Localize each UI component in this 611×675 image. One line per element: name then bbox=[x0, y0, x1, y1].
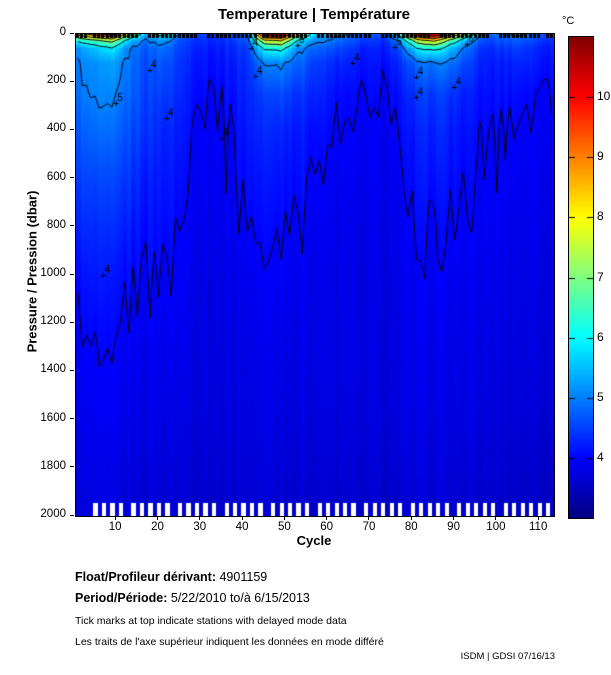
y-tick-mark bbox=[70, 177, 74, 179]
colorbar-tick-label: 9 bbox=[597, 149, 604, 164]
x-tick-label: 30 bbox=[193, 521, 207, 533]
x-axis-label: Cycle bbox=[296, 533, 332, 548]
y-tick-label: 2000 bbox=[40, 508, 66, 520]
provenance-stamp: ISDM | GDSI 07/16/13 bbox=[460, 651, 555, 662]
x-tick-mark bbox=[283, 516, 285, 520]
x-tick-label: 80 bbox=[404, 521, 418, 533]
y-tick-mark bbox=[70, 128, 74, 130]
temperature-heatmap-canvas bbox=[75, 33, 555, 517]
x-tick-label: 70 bbox=[362, 521, 376, 533]
y-tick-label: 600 bbox=[46, 170, 66, 183]
x-tick-mark bbox=[453, 516, 455, 520]
y-tick-label: 1000 bbox=[40, 267, 66, 279]
period-label: Period/Période: bbox=[75, 591, 168, 605]
colorbar-tick-label: 5 bbox=[597, 389, 604, 404]
y-tick-label: 800 bbox=[46, 218, 66, 231]
y-tick-label: 1800 bbox=[40, 459, 66, 472]
y-tick-mark bbox=[70, 369, 74, 371]
y-tick-mark bbox=[70, 514, 74, 516]
delayed-mode-note-en: Tick marks at top indicate stations with… bbox=[75, 615, 347, 627]
y-tick-mark bbox=[70, 273, 74, 275]
x-tick-label: 110 bbox=[529, 521, 548, 533]
x-tick-mark bbox=[241, 516, 243, 520]
colorbar-tick-label: 10 bbox=[597, 89, 611, 104]
y-tick-mark bbox=[70, 418, 74, 420]
y-tick-label: 400 bbox=[46, 122, 66, 135]
x-tick-mark bbox=[156, 516, 158, 520]
colorbar-tick-label: 8 bbox=[597, 209, 604, 224]
period-line: Period/Période: 5/22/2010 to/à 6/15/2013 bbox=[75, 591, 310, 605]
colorbar bbox=[568, 36, 594, 519]
x-tick-label: 10 bbox=[108, 521, 122, 533]
period-value: 5/22/2010 to/à 6/15/2013 bbox=[170, 591, 310, 605]
colorbar-tick-label: 4 bbox=[597, 449, 604, 464]
x-tick-label: 20 bbox=[151, 521, 164, 533]
colorbar-tick-label: 6 bbox=[597, 329, 604, 344]
x-tick-label: 60 bbox=[320, 521, 334, 533]
y-tick-mark bbox=[70, 225, 74, 227]
y-tick-mark bbox=[70, 32, 74, 34]
x-tick-mark bbox=[410, 516, 412, 520]
x-tick-label: 40 bbox=[235, 521, 249, 533]
x-tick-mark bbox=[537, 516, 539, 520]
x-tick-mark bbox=[495, 516, 497, 520]
x-tick-label: 90 bbox=[447, 521, 460, 533]
float-id-value: 4901159 bbox=[219, 570, 268, 584]
colorbar-units-label: °C bbox=[562, 15, 575, 27]
float-id-line: Float/Profileur dérivant: 4901159 bbox=[75, 570, 267, 584]
x-tick-mark bbox=[326, 516, 328, 520]
x-tick-mark bbox=[114, 516, 116, 520]
x-tick-label: 100 bbox=[486, 521, 506, 533]
plot-title: Temperature | Température bbox=[217, 6, 411, 23]
x-tick-mark bbox=[368, 516, 370, 520]
float-id-label: Float/Profileur dérivant: bbox=[75, 570, 216, 584]
x-tick-mark bbox=[199, 516, 201, 520]
y-tick-label: 1400 bbox=[40, 363, 66, 376]
x-tick-label: 50 bbox=[277, 521, 291, 533]
colorbar-tick-label: 7 bbox=[597, 269, 604, 284]
delayed-mode-note-fr: Les traits de l'axe supérieur indiquent … bbox=[75, 636, 384, 648]
y-tick-label: 200 bbox=[46, 74, 66, 87]
y-tick-label: 0 bbox=[59, 26, 66, 38]
y-tick-mark bbox=[70, 466, 74, 468]
y-tick-label: 1600 bbox=[40, 411, 66, 424]
y-tick-mark bbox=[70, 321, 74, 323]
y-tick-label: 1200 bbox=[40, 315, 66, 328]
y-tick-mark bbox=[70, 80, 74, 82]
